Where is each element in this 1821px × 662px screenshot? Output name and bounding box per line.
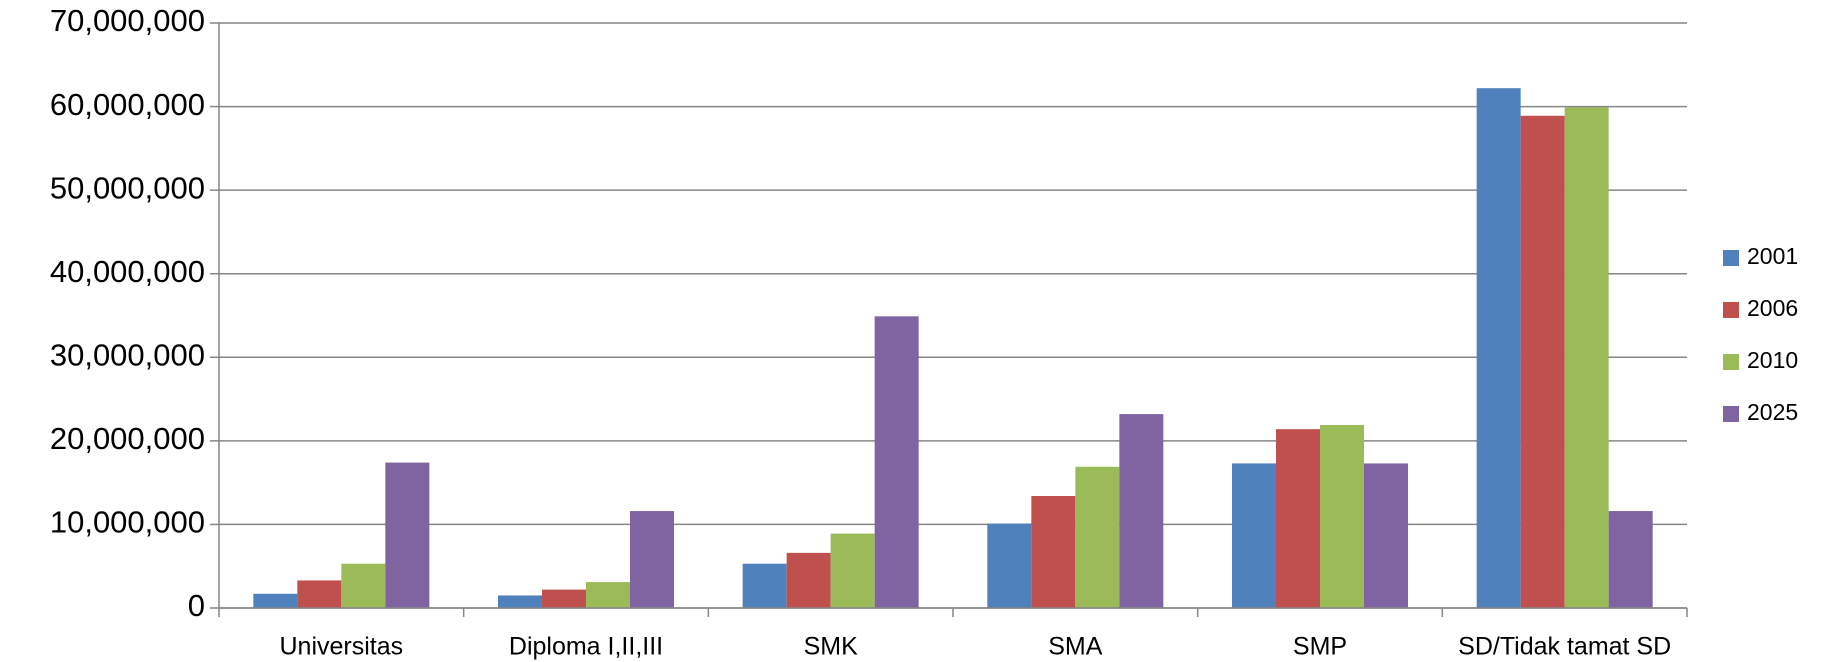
bar [542, 589, 586, 608]
bar [1364, 463, 1408, 608]
bar [1276, 429, 1320, 608]
bar [742, 563, 787, 608]
bar [498, 595, 542, 608]
y-tick-label: 10,000,000 [50, 505, 205, 540]
x-tick-label: Diploma I,II,III [509, 633, 663, 661]
x-tick-label: SMP [1293, 633, 1347, 661]
bar [586, 582, 630, 608]
bar [1232, 463, 1276, 608]
x-tick-label: SD/Tidak tamat SD [1458, 633, 1671, 661]
legend-swatch [1723, 354, 1739, 370]
legend-swatch [1723, 406, 1739, 422]
legend-swatch [1723, 250, 1739, 266]
y-tick-label: 20,000,000 [50, 421, 205, 456]
bar [786, 552, 831, 608]
y-tick-label: 50,000,000 [50, 170, 205, 205]
bar [630, 511, 674, 608]
bar [830, 533, 875, 608]
x-tick-label: Universitas [280, 633, 404, 661]
y-tick-label: 70,000,000 [50, 3, 205, 38]
bar [253, 593, 298, 608]
bar [1119, 414, 1164, 608]
y-tick-label: 40,000,000 [50, 254, 205, 289]
bar [1476, 88, 1521, 608]
bar [341, 563, 386, 608]
legend-swatch [1723, 302, 1739, 318]
bar [987, 523, 1032, 608]
bar [1320, 424, 1364, 608]
bar [385, 462, 430, 608]
x-tick-label: SMA [1048, 633, 1103, 661]
legend-label: 2006 [1747, 295, 1798, 321]
bar [1564, 107, 1609, 609]
y-tick-label: 60,000,000 [50, 87, 205, 122]
bar [1031, 496, 1076, 608]
x-tick-label: SMK [804, 633, 859, 661]
legend-label: 2010 [1747, 347, 1798, 373]
bar [874, 316, 919, 608]
legend-label: 2001 [1747, 243, 1798, 269]
bar [1608, 511, 1653, 608]
bar [1520, 115, 1565, 608]
y-tick-label: 0 [188, 588, 205, 623]
legend-label: 2025 [1747, 399, 1798, 425]
bar [1075, 466, 1120, 608]
y-tick-label: 30,000,000 [50, 337, 205, 372]
bar [297, 580, 342, 608]
